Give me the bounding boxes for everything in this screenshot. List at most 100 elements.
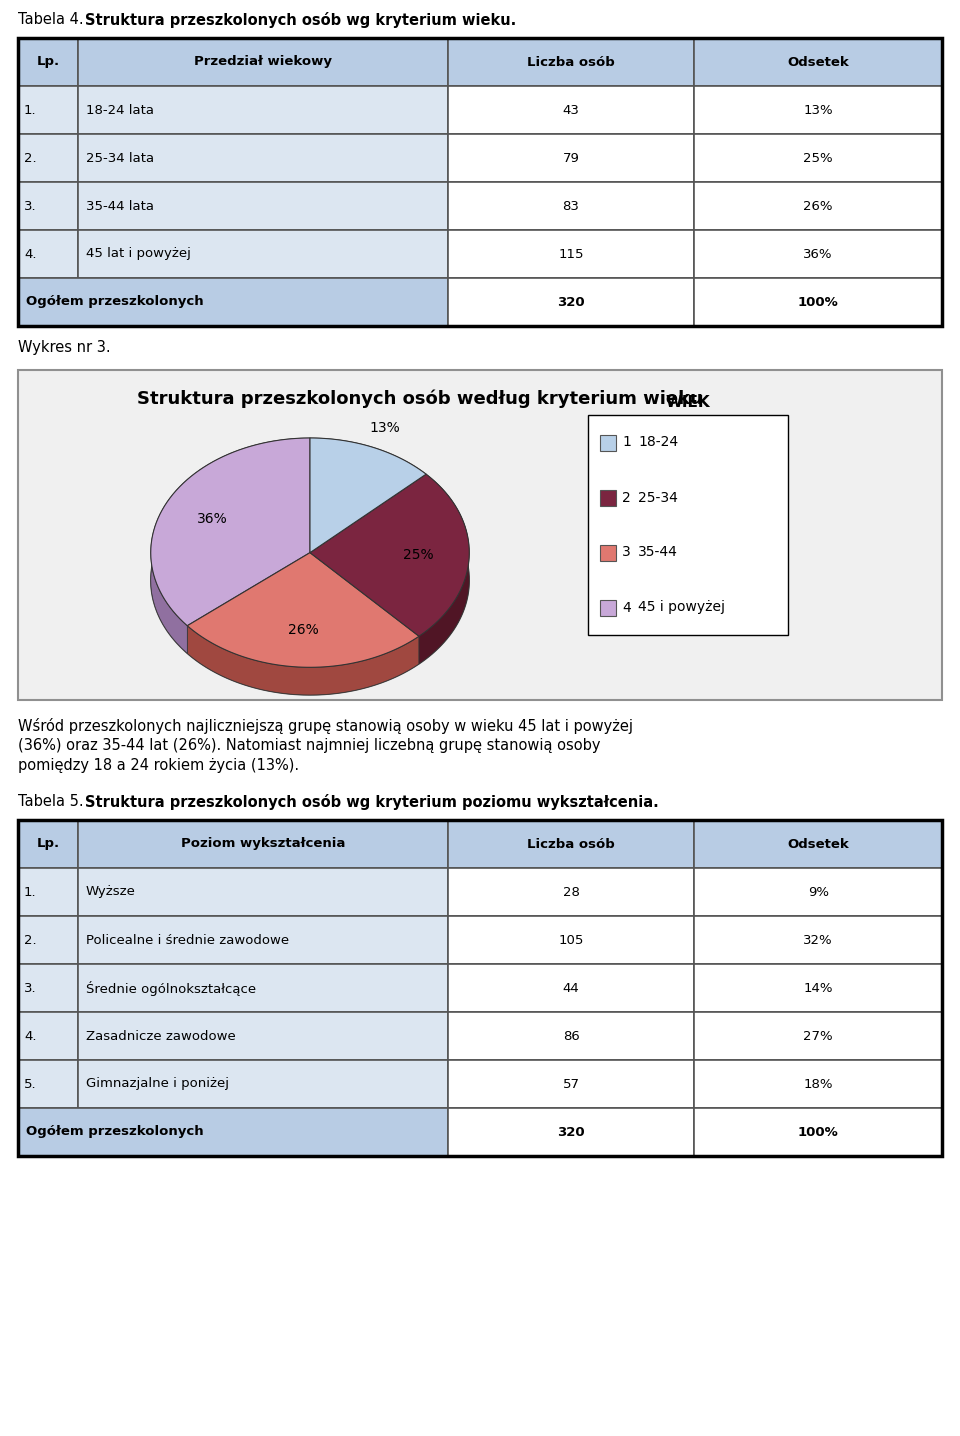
Text: Wykres nr 3.: Wykres nr 3.	[18, 340, 110, 355]
Bar	[447, 1060, 694, 1109]
Bar	[447, 182, 694, 230]
Text: 18-24 lata: 18-24 lata	[86, 103, 154, 116]
Bar	[447, 1109, 694, 1156]
Bar	[18, 37, 942, 326]
Bar	[447, 820, 694, 867]
Bar	[447, 37, 694, 86]
Bar	[78, 964, 447, 1012]
Text: 115: 115	[559, 247, 584, 260]
Text: 43: 43	[563, 103, 580, 116]
Bar	[78, 820, 447, 867]
Bar	[694, 916, 942, 964]
Text: 35-44: 35-44	[638, 546, 678, 560]
Bar	[694, 820, 942, 867]
Text: 320: 320	[557, 1126, 585, 1139]
Text: 1.: 1.	[24, 103, 36, 116]
Text: 86: 86	[563, 1030, 580, 1043]
Text: 26%: 26%	[804, 200, 833, 213]
Text: Lp.: Lp.	[36, 56, 60, 69]
Text: Wśród przeszkolonych najliczniejszą grupę stanowią osoby w wieku 45 lat i powyże: Wśród przeszkolonych najliczniejszą grup…	[18, 718, 633, 734]
Bar	[18, 37, 78, 86]
Text: 100%: 100%	[798, 296, 838, 309]
Bar	[694, 86, 942, 134]
Polygon shape	[310, 474, 469, 636]
Polygon shape	[187, 553, 419, 668]
Text: 13%: 13%	[370, 421, 400, 435]
Text: 83: 83	[563, 200, 580, 213]
Text: Gimnazjalne i poniżej: Gimnazjalne i poniżej	[86, 1077, 229, 1090]
Text: Policealne i średnie zawodowe: Policealne i średnie zawodowe	[86, 933, 289, 946]
Text: pomiędzy 18 a 24 rokiem życia (13%).: pomiędzy 18 a 24 rokiem życia (13%).	[18, 758, 300, 773]
Bar	[18, 867, 78, 916]
Bar	[694, 867, 942, 916]
Bar	[78, 230, 447, 279]
Bar	[694, 1012, 942, 1060]
Bar	[447, 86, 694, 134]
Text: 25-34: 25-34	[638, 491, 678, 504]
Bar	[78, 1012, 447, 1060]
Text: 2.: 2.	[24, 933, 36, 946]
Text: Tabela 4.: Tabela 4.	[18, 11, 88, 27]
Polygon shape	[151, 438, 310, 653]
Text: 9%: 9%	[807, 886, 828, 899]
Bar	[694, 279, 942, 326]
Bar	[447, 134, 694, 182]
Text: Ogółem przeszkolonych: Ogółem przeszkolonych	[26, 1126, 204, 1139]
Bar	[447, 279, 694, 326]
Text: 1.: 1.	[24, 886, 36, 899]
Text: 4.: 4.	[24, 1030, 36, 1043]
Bar	[447, 916, 694, 964]
Bar	[18, 916, 78, 964]
Bar	[18, 1060, 78, 1109]
Polygon shape	[419, 474, 469, 663]
Bar	[78, 1060, 447, 1109]
Text: 2.: 2.	[24, 152, 36, 165]
Text: 1: 1	[622, 435, 631, 449]
Text: Struktura przeszkolonych osób wg kryterium wieku.: Struktura przeszkolonych osób wg kryteri…	[85, 11, 516, 27]
Bar	[18, 182, 78, 230]
Text: 100%: 100%	[798, 1126, 838, 1139]
Text: 26%: 26%	[288, 623, 319, 638]
Text: 5.: 5.	[24, 1077, 36, 1090]
Bar	[18, 279, 447, 326]
Text: (36%) oraz 35-44 lat (26%). Natomiast najmniej liczebną grupę stanowią osoby: (36%) oraz 35-44 lat (26%). Natomiast na…	[18, 738, 601, 752]
Text: WIEK: WIEK	[665, 395, 710, 411]
Bar	[694, 1060, 942, 1109]
Text: 2: 2	[622, 491, 631, 504]
Text: 320: 320	[557, 296, 585, 309]
Polygon shape	[310, 438, 426, 553]
Bar	[694, 182, 942, 230]
Text: 57: 57	[563, 1077, 580, 1090]
Text: Tabela 5.: Tabela 5.	[18, 794, 88, 808]
Text: 27%: 27%	[804, 1030, 833, 1043]
Text: 36%: 36%	[804, 247, 833, 260]
Bar	[18, 370, 942, 699]
Text: Ogółem przeszkolonych: Ogółem przeszkolonych	[26, 296, 204, 309]
Text: 14%: 14%	[804, 981, 833, 995]
Text: 25%: 25%	[403, 549, 434, 561]
Polygon shape	[151, 465, 469, 695]
Bar	[78, 86, 447, 134]
Bar	[694, 964, 942, 1012]
Text: 105: 105	[559, 933, 584, 946]
Text: Lp.: Lp.	[36, 837, 60, 850]
Bar	[694, 37, 942, 86]
Text: Poziom wykształcenia: Poziom wykształcenia	[180, 837, 345, 850]
Text: 25%: 25%	[804, 152, 833, 165]
Bar	[18, 964, 78, 1012]
Text: 32%: 32%	[804, 933, 833, 946]
Text: Zasadnicze zawodowe: Zasadnicze zawodowe	[86, 1030, 236, 1043]
Text: Przedział wiekowy: Przedział wiekowy	[194, 56, 332, 69]
Bar	[78, 916, 447, 964]
Text: 3.: 3.	[24, 981, 36, 995]
Bar	[600, 490, 616, 505]
Bar	[18, 230, 78, 279]
Polygon shape	[310, 438, 426, 501]
Text: 3: 3	[622, 546, 631, 560]
Text: Liczba osób: Liczba osób	[527, 837, 615, 850]
Text: 18-24: 18-24	[638, 435, 678, 449]
Bar	[18, 134, 78, 182]
Bar	[694, 134, 942, 182]
Polygon shape	[187, 626, 419, 695]
Text: Struktura przeszkolonych osób według kryterium wieku: Struktura przeszkolonych osób według kry…	[137, 391, 703, 408]
